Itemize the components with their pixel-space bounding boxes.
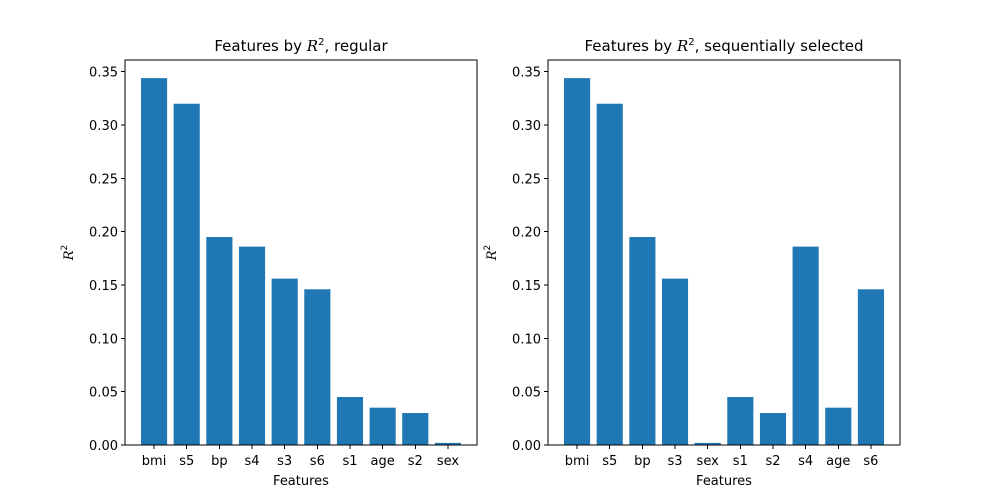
y-tick-label: 0.30 xyxy=(89,119,118,134)
bar-s2 xyxy=(402,413,429,445)
x-tick-label: s6 xyxy=(863,454,878,469)
y-tick-label: 0.35 xyxy=(89,66,118,81)
y-axis-label: R2 xyxy=(60,245,77,262)
axes-frame xyxy=(547,59,901,446)
x-axis-label: Features xyxy=(273,474,329,489)
bar-bmi xyxy=(141,78,168,446)
x-tick-label: s4 xyxy=(244,454,259,469)
bar-bmi xyxy=(564,78,591,446)
y-tick-label: 0.15 xyxy=(512,279,541,294)
x-tick-label: s1 xyxy=(733,454,748,469)
chart-regular: 0.00 0.05 0.10 0.15 0.20 0.25 0.30 0.35 bmi s5 bp… xyxy=(60,37,478,489)
y-tick-label: 0.30 xyxy=(512,119,541,134)
x-axis-label: Features xyxy=(696,474,752,489)
x-tick-label: s3 xyxy=(277,454,292,469)
bar-s3 xyxy=(271,278,298,445)
axes-frame xyxy=(124,59,478,446)
x-tick-label: s2 xyxy=(408,454,423,469)
x-tick-label: sex xyxy=(437,454,460,469)
x-axis-ticks: bmi s5 bp s4 s3 s6 s1 age s2 sex xyxy=(142,445,460,469)
x-tick-label: s5 xyxy=(602,454,617,469)
y-axis-ticks: 0.00 0.05 0.10 0.15 0.20 0.25 0.30 0.35 xyxy=(89,66,125,454)
y-axis-label: R2 xyxy=(483,245,500,262)
bar-sex xyxy=(694,442,721,445)
y-tick-label: 0.35 xyxy=(512,66,541,81)
y-tick-label: 0.15 xyxy=(89,279,118,294)
bar-s4 xyxy=(238,246,266,445)
bar-bp xyxy=(629,237,656,445)
chart-title: Features by R2, regular xyxy=(214,37,388,55)
x-tick-label: s4 xyxy=(798,454,813,469)
y-tick-label: 0.25 xyxy=(512,172,541,187)
x-tick-label: age xyxy=(371,454,395,469)
bar-series xyxy=(141,78,461,446)
x-tick-label: s3 xyxy=(667,454,682,469)
x-tick-label: bmi xyxy=(565,454,590,469)
bar-s5 xyxy=(596,103,623,445)
y-tick-label: 0.00 xyxy=(512,439,541,454)
y-tick-label: 0.10 xyxy=(512,332,541,347)
y-tick-label: 0.05 xyxy=(89,386,118,401)
y-tick-label: 0.20 xyxy=(512,226,541,241)
x-tick-label: sex xyxy=(697,454,720,469)
x-tick-label: s5 xyxy=(179,454,194,469)
x-tick-label: s6 xyxy=(310,454,325,469)
x-tick-label: age xyxy=(826,454,850,469)
x-tick-label: s2 xyxy=(765,454,780,469)
x-tick-label: bmi xyxy=(142,454,167,469)
y-tick-label: 0.25 xyxy=(89,172,118,187)
y-tick-label: 0.00 xyxy=(89,439,118,454)
x-tick-label: bp xyxy=(211,454,228,469)
y-tick-label: 0.05 xyxy=(512,386,541,401)
bar-s3 xyxy=(661,278,689,445)
bar-s2 xyxy=(759,413,787,445)
bar-s6 xyxy=(857,289,884,445)
chart-title: Features by R2, sequentially selected xyxy=(585,37,864,55)
x-tick-label: s1 xyxy=(342,454,357,469)
y-tick-label: 0.10 xyxy=(89,332,118,347)
bar-age xyxy=(369,407,396,445)
bar-sex xyxy=(434,442,461,445)
bar-age xyxy=(825,407,852,445)
x-tick-label: bp xyxy=(634,454,651,469)
y-tick-label: 0.20 xyxy=(89,226,118,241)
y-axis-ticks: 0.00 0.05 0.10 0.15 0.20 0.25 0.30 0.35 xyxy=(512,66,548,454)
bar-s1 xyxy=(727,397,754,445)
bar-s5 xyxy=(173,103,200,445)
bar-s4 xyxy=(792,246,819,445)
bar-bp xyxy=(206,237,233,445)
x-axis-ticks: bmi s5 bp s3 sex s1 s2 s4 age s6 xyxy=(565,445,878,469)
bar-series xyxy=(564,78,884,446)
bar-s6 xyxy=(304,289,331,445)
chart-sequential: 0.00 0.05 0.10 0.15 0.20 0.25 0.30 0.35 bmi s5 bp… xyxy=(483,37,901,489)
bar-s1 xyxy=(336,397,364,445)
